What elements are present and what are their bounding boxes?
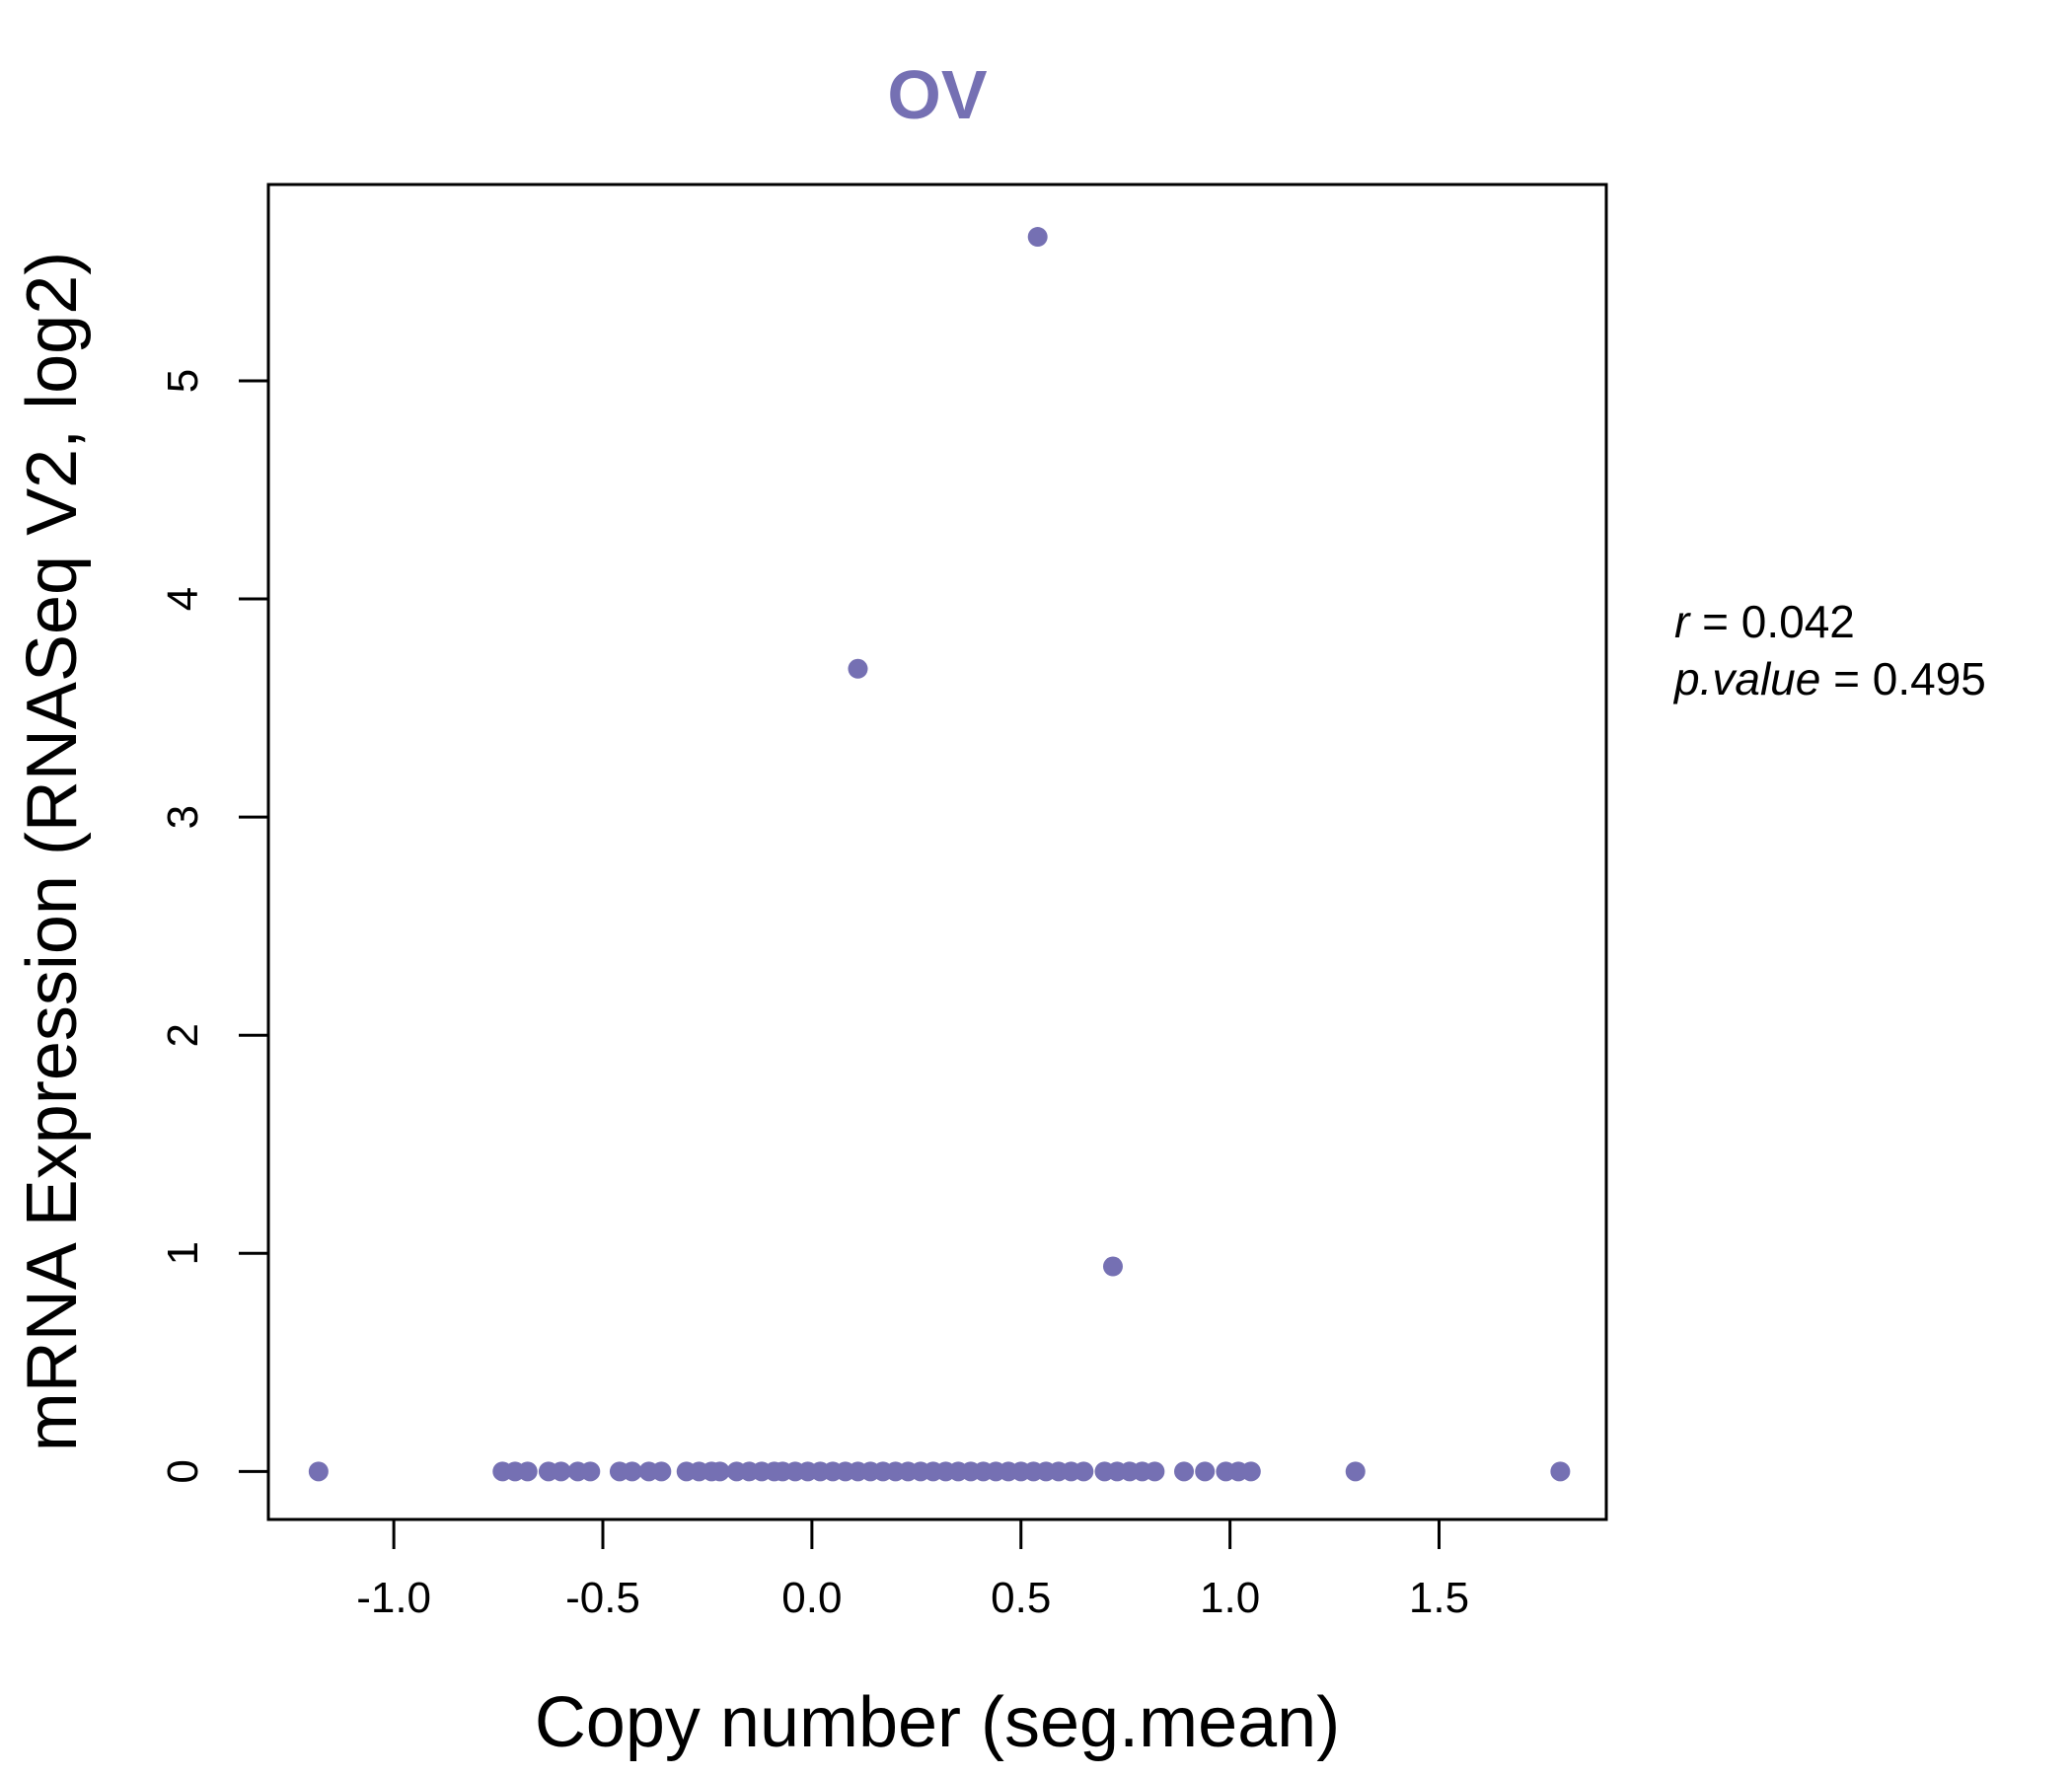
y-tick-label: 1: [159, 1241, 207, 1265]
data-point: [1145, 1461, 1165, 1482]
y-tick-label: 4: [159, 587, 207, 611]
r-label: r: [1674, 596, 1691, 647]
x-axis-label: Copy number (seg.mean): [535, 1683, 1340, 1762]
data-point: [1073, 1461, 1094, 1482]
x-tick-label: 0.0: [781, 1574, 842, 1622]
data-point: [1345, 1461, 1366, 1482]
chart-title: OV: [887, 56, 987, 133]
r-statistic: r = 0.042: [1674, 596, 1855, 647]
y-tick-label: 0: [159, 1459, 207, 1483]
p-statistic: p.value = 0.495: [1672, 653, 1986, 704]
data-point: [551, 1461, 571, 1482]
data-point: [1027, 227, 1048, 248]
data-point: [848, 658, 868, 679]
data-point: [517, 1461, 538, 1482]
y-tick-label: 2: [159, 1023, 207, 1047]
data-points: [308, 227, 1571, 1482]
y-tick-label: 3: [159, 805, 207, 829]
r-value: 0.042: [1741, 596, 1855, 647]
data-point: [308, 1461, 329, 1482]
plot-frame: [266, 183, 1608, 1521]
p-value: 0.495: [1873, 653, 1986, 704]
data-point: [1550, 1461, 1571, 1482]
x-tick-label: 1.0: [1200, 1574, 1260, 1622]
correlation-annotation: r = 0.042 p.value = 0.495: [1672, 596, 1986, 704]
y-axis-label: mRNA Expression (RNASeq V2, log2): [13, 252, 92, 1451]
data-point: [1240, 1461, 1261, 1482]
p-label: p.value: [1672, 653, 1820, 704]
y-tick-label: 5: [159, 369, 207, 393]
x-tick-label: -1.0: [356, 1574, 431, 1622]
y-axis: 0 1 2 3 4 5: [159, 369, 270, 1484]
x-axis: -1.0 -0.5 0.0 0.5 1.0 1.5: [356, 1517, 1469, 1622]
x-tick-label: -0.5: [565, 1574, 640, 1622]
data-point: [580, 1461, 601, 1482]
data-point: [709, 1461, 730, 1482]
data-point: [651, 1461, 672, 1482]
data-point: [622, 1461, 642, 1482]
x-tick-label: 0.5: [991, 1574, 1051, 1622]
x-tick-label: 1.5: [1409, 1574, 1469, 1622]
data-point: [1102, 1256, 1123, 1277]
data-point: [1174, 1461, 1195, 1482]
data-point: [1195, 1461, 1216, 1482]
